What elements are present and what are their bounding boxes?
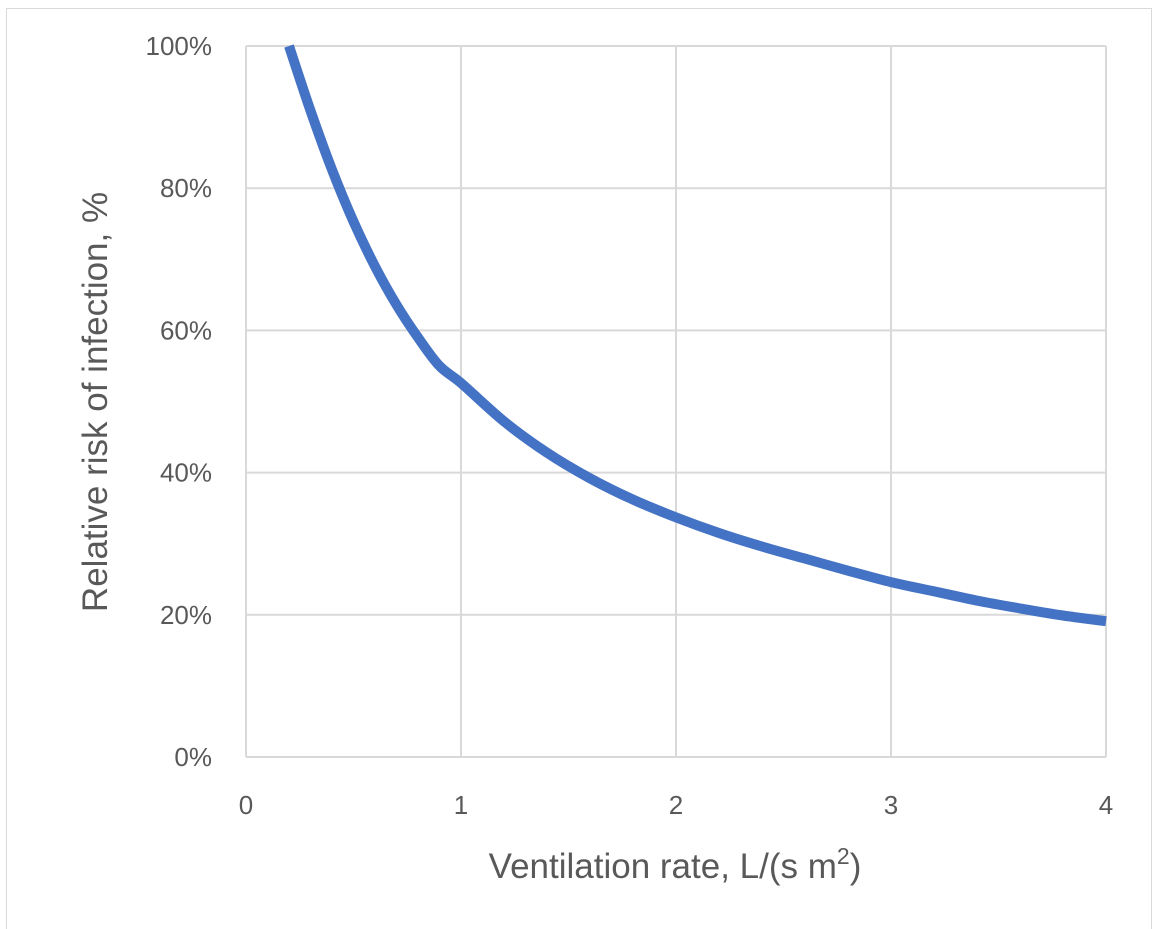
y-tick-label: 100% <box>146 31 213 61</box>
x-tick-label: 0 <box>239 790 253 820</box>
x-tick-label: 3 <box>884 790 898 820</box>
y-tick-label: 20% <box>160 600 212 630</box>
y-tick-label: 0% <box>174 742 212 772</box>
y-tick-label: 80% <box>160 173 212 203</box>
tick-labels: 0 1 2 3 40%20%40%60%80%100% <box>146 31 1114 820</box>
y-axis-title: Relative risk of infection, % <box>76 192 115 612</box>
x-tick-label: 4 <box>1099 790 1113 820</box>
chart-frame <box>6 8 1152 929</box>
x-tick-label: 2 <box>669 790 683 820</box>
x-tick-label: 1 <box>454 790 468 820</box>
x-axis-title: Ventilation rate, L/(s m2) <box>489 843 862 886</box>
axes <box>245 46 1106 758</box>
x-axis-title-superscript: 2 <box>837 843 850 869</box>
y-tick-label: 40% <box>160 458 212 488</box>
series-line-0 <box>284 44 1107 627</box>
gridlines <box>246 45 1107 757</box>
plot-area <box>284 44 1107 627</box>
x-axis-title-suffix: ) <box>850 847 862 886</box>
y-tick-label: 60% <box>160 315 212 345</box>
